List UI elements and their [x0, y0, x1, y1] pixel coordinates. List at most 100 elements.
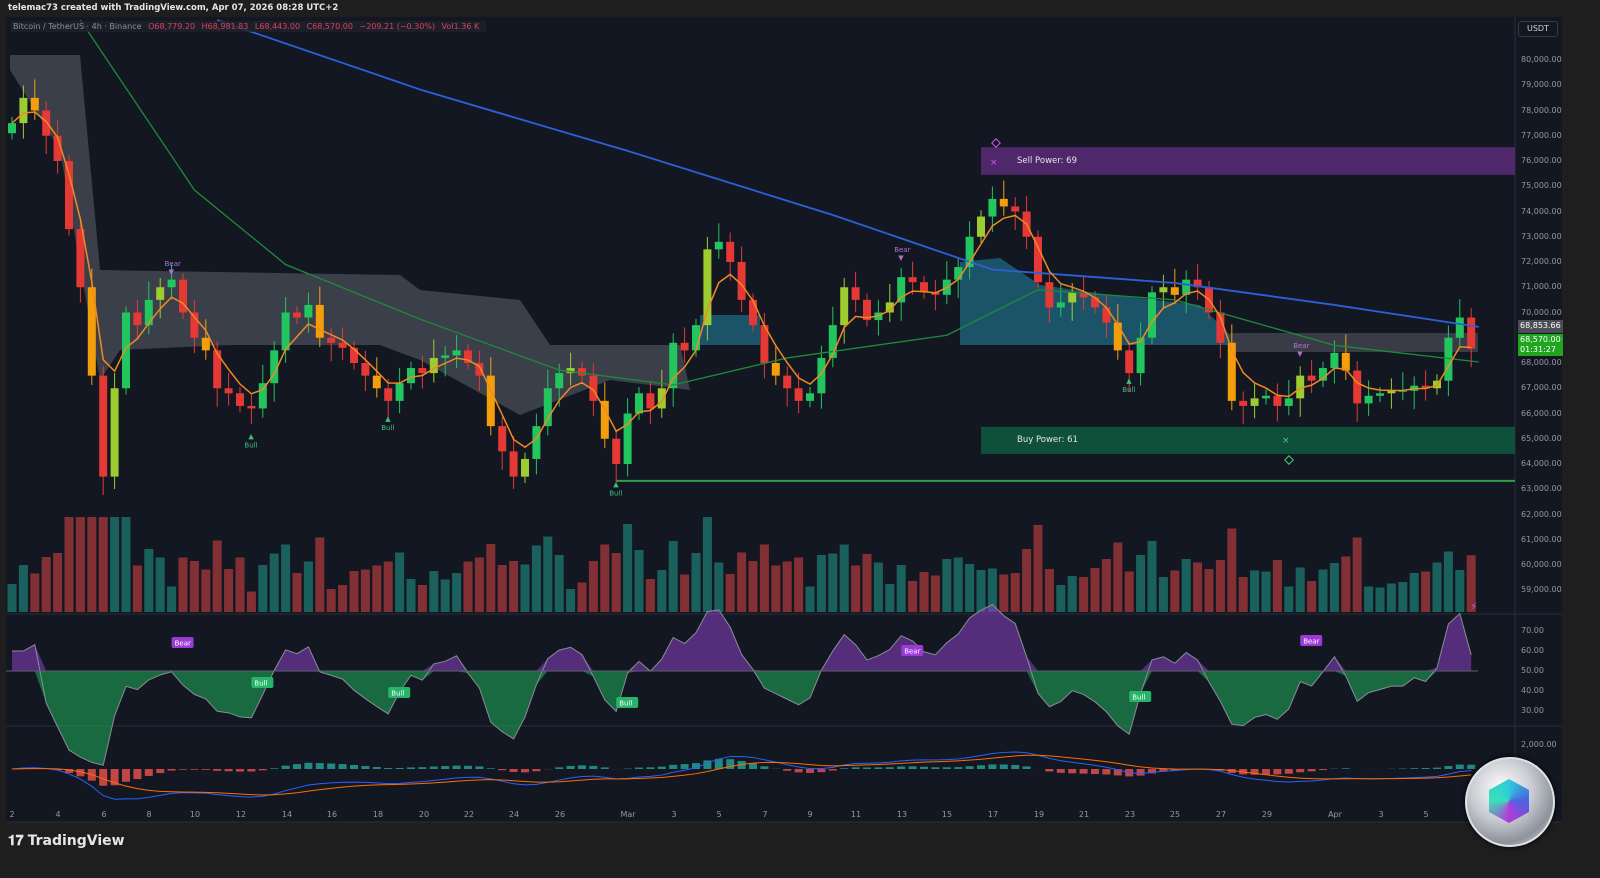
- candle-body: [589, 375, 598, 401]
- candle-body: [954, 267, 963, 280]
- volume-bar: [1136, 555, 1146, 612]
- candle-body: [1330, 352, 1339, 369]
- sell-x-icon: ×: [990, 158, 998, 168]
- oscillator-signal-badge: [388, 687, 411, 698]
- volume-bar: [680, 574, 690, 612]
- symbol-legend[interactable]: Bitcoin / TetherUS · 4h · Binance O68,77…: [10, 21, 487, 32]
- volume-bar: [1284, 586, 1294, 612]
- candle-body: [1170, 287, 1179, 295]
- macd-histogram-bar: [76, 769, 85, 777]
- volume-bar: [224, 569, 234, 612]
- time-tick: Apr: [1328, 810, 1342, 819]
- volume-bar: [1386, 583, 1396, 612]
- candle-body: [646, 393, 655, 409]
- sell-power-label: Sell Power: 69: [1017, 156, 1077, 166]
- time-tick: 27: [1215, 810, 1227, 819]
- macd-tick: 2,000.00: [1521, 740, 1557, 749]
- time-tick: 13: [896, 810, 908, 819]
- volume-bar: [144, 549, 154, 612]
- volume-bar: [794, 557, 804, 612]
- candle-body: [1353, 370, 1362, 404]
- candle-body: [247, 405, 256, 409]
- volume-bar: [953, 557, 963, 612]
- candle-body: [1068, 292, 1077, 303]
- volume-bar: [1295, 567, 1305, 612]
- macd-histogram-bar: [498, 769, 507, 771]
- sell-power-zone: [981, 147, 1515, 175]
- macd-histogram-bar: [532, 769, 541, 772]
- oscillator-tick: 50.00: [1521, 666, 1544, 675]
- oscillator-tick: 70.00: [1521, 626, 1544, 635]
- macd-histogram-bar: [1045, 769, 1054, 772]
- volume-bar: [759, 544, 769, 612]
- volume-bar: [269, 553, 279, 612]
- candle-body: [840, 287, 849, 326]
- macd-histogram-bar: [669, 764, 678, 769]
- candle-body: [965, 236, 974, 268]
- volume-bar: [326, 589, 336, 612]
- price-tick: 75,000.00: [1521, 181, 1562, 191]
- macd-histogram-bar: [1113, 769, 1122, 776]
- macd-histogram-bar: [806, 769, 814, 774]
- oscillator-signal-badge: [901, 645, 924, 656]
- candle-body: [190, 312, 199, 338]
- volume-bar: [1090, 568, 1100, 612]
- macd-histogram-bar: [920, 766, 928, 769]
- macd-histogram-bar: [201, 769, 210, 770]
- volume-bar: [531, 545, 541, 612]
- volume-bar: [862, 554, 872, 612]
- volume-bar: [1215, 560, 1225, 612]
- candle-body: [543, 388, 552, 427]
- macd-histogram-bar: [680, 764, 689, 769]
- candle-body: [315, 304, 324, 338]
- macd-histogram-bar: [122, 769, 130, 782]
- volume-bar: [908, 581, 918, 612]
- time-tick: 8: [146, 810, 152, 819]
- price-tick: 62,000.00: [1521, 509, 1562, 519]
- price-tick: 80,000.00: [1521, 55, 1562, 64]
- candle-body: [1159, 287, 1168, 293]
- volume-bar: [1079, 577, 1089, 612]
- price-tick: 72,000.00: [1521, 257, 1562, 266]
- candle-body: [1045, 282, 1054, 308]
- candle-body: [1113, 322, 1122, 351]
- volume-bar: [1375, 587, 1385, 612]
- macd-histogram-bar: [783, 769, 792, 771]
- macd-histogram-bar: [395, 767, 404, 769]
- macd-histogram-bar: [475, 766, 484, 769]
- volume-bar: [1307, 581, 1317, 612]
- oscillator-tick: 60.00: [1521, 646, 1544, 655]
- volume-bar: [691, 553, 701, 612]
- macd-histogram-bar: [1136, 769, 1145, 776]
- volume-bar: [1113, 542, 1123, 612]
- macd-histogram-bar: [578, 765, 586, 769]
- volume-bar: [987, 568, 997, 612]
- oscillator-signal-badge: [616, 697, 639, 708]
- candle-body: [87, 287, 96, 376]
- volume-bar: [1409, 573, 1419, 612]
- candle-body: [293, 312, 301, 318]
- candle-body: [657, 388, 666, 409]
- time-tick: 26: [554, 810, 566, 819]
- macd-histogram-bar: [407, 767, 415, 769]
- tradingview-brand[interactable]: 𝟏𝟕 TradingView: [8, 833, 125, 849]
- candle-body: [1341, 352, 1350, 371]
- macd-histogram-bar: [692, 763, 700, 769]
- volume-bar: [417, 585, 427, 612]
- macd-histogram-bar: [726, 759, 735, 769]
- oscillator-bear-fill: [12, 604, 1472, 671]
- candle-body: [532, 426, 541, 459]
- candle-body: [486, 375, 495, 427]
- macd-histogram-bar: [464, 765, 472, 769]
- macd-histogram-bar: [1273, 769, 1282, 775]
- symbol-name[interactable]: Bitcoin / TetherUS · 4h · Binance: [13, 22, 142, 31]
- volume-bar: [702, 517, 712, 612]
- macd-histogram-bar: [133, 769, 142, 780]
- currency-button[interactable]: USDT: [1518, 21, 1558, 37]
- volume-bar: [395, 552, 405, 612]
- candle-body: [726, 241, 735, 262]
- volume-bar: [919, 572, 929, 612]
- time-tick: 29: [1261, 810, 1273, 819]
- candle-body: [42, 110, 51, 136]
